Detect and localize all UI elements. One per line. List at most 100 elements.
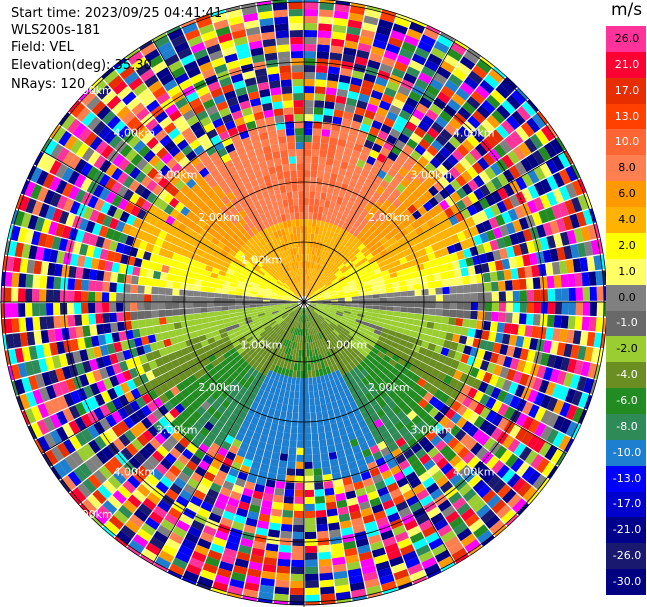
ppi-range-gate xyxy=(575,287,583,301)
ppi-range-gate xyxy=(496,504,512,519)
ppi-range-gate xyxy=(543,367,554,381)
ppi-range-gate xyxy=(235,298,243,302)
ppi-range-gate xyxy=(511,312,520,324)
ppi-range-gate xyxy=(406,66,421,78)
ppi-range-gate xyxy=(279,360,285,368)
ppi-range-gate xyxy=(452,68,467,82)
ppi-range-gate xyxy=(349,581,365,592)
ppi-range-gate xyxy=(437,354,447,364)
ppi-range-gate xyxy=(323,359,329,368)
ppi-range-gate xyxy=(323,307,331,311)
ppi-range-gate xyxy=(356,214,365,224)
ppi-range-gate xyxy=(18,273,27,288)
ppi-range-gate xyxy=(419,494,434,507)
ppi-range-gate xyxy=(479,79,495,94)
ppi-range-gate xyxy=(257,520,270,530)
ppi-range-gate xyxy=(378,284,386,290)
ppi-range-gate xyxy=(324,424,332,433)
ppi-range-gate xyxy=(415,448,427,460)
ppi-range-gate xyxy=(386,287,394,293)
ppi-range-gate xyxy=(565,182,578,199)
ppi-range-gate xyxy=(347,90,359,100)
ppi-range-gate xyxy=(316,298,324,301)
ppi-range-gate xyxy=(455,199,467,211)
ppi-range-gate xyxy=(146,269,155,279)
ppi-range-gate xyxy=(394,91,408,103)
ppi-range-gate xyxy=(304,489,315,497)
ppi-range-gate xyxy=(359,86,372,97)
ppi-range-gate xyxy=(323,244,329,252)
ppi-range-gate xyxy=(437,524,453,537)
ppi-range-gate xyxy=(462,488,477,502)
ppi-range-gate xyxy=(367,461,378,471)
ppi-range-gate xyxy=(284,368,290,377)
ppi-range-gate xyxy=(353,348,361,356)
ppi-range-gate xyxy=(144,277,153,286)
ppi-range-gate xyxy=(304,176,310,185)
ppi-range-gate xyxy=(337,263,345,270)
ppi-range-gate xyxy=(533,289,541,301)
ppi-range-gate xyxy=(368,197,377,207)
ppi-range-gate xyxy=(283,425,291,434)
ppi-range-gate xyxy=(308,305,315,311)
ppi-range-gate xyxy=(158,317,167,325)
ppi-range-gate xyxy=(345,274,353,280)
ppi-range-gate xyxy=(376,232,385,241)
ppi-range-gate xyxy=(449,516,464,530)
ppi-range-gate xyxy=(335,271,343,278)
ppi-range-gate xyxy=(335,354,342,362)
ppi-range-gate xyxy=(314,248,318,256)
ppi-range-gate xyxy=(340,434,350,443)
ppi-range-gate xyxy=(334,259,341,267)
ppi-range-gate xyxy=(418,550,434,563)
ppi-range-gate xyxy=(535,251,545,264)
ppi-range-gate xyxy=(527,389,539,404)
ppi-range-gate xyxy=(439,188,450,200)
ppi-range-gate xyxy=(544,445,558,461)
ppi-range-gate xyxy=(520,202,532,217)
ppi-range-gate xyxy=(338,74,351,84)
ppi-range-gate xyxy=(426,274,435,282)
ppi-range-gate xyxy=(314,348,319,356)
ppi-range-gate xyxy=(305,552,318,560)
ppi-range-gate xyxy=(389,178,400,189)
ppi-range-gate xyxy=(214,574,230,585)
ppi-range-gate xyxy=(38,289,47,302)
ppi-range-gate xyxy=(371,332,380,340)
ppi-range-gate xyxy=(320,258,326,266)
ppi-range-gate xyxy=(298,405,304,414)
ppi-range-gate xyxy=(460,208,472,220)
ppi-range-gate xyxy=(456,361,467,373)
ppi-range-gate xyxy=(343,483,355,493)
ppi-range-gate xyxy=(515,398,527,412)
ppi-range-gate xyxy=(397,390,408,400)
ppi-range-gate xyxy=(485,423,497,437)
ppi-range-gate xyxy=(486,94,501,109)
ppi-range-gate xyxy=(556,217,567,233)
ppi-range-gate xyxy=(336,499,348,509)
ppi-range-gate xyxy=(448,166,461,179)
ppi-range-gate xyxy=(88,280,97,292)
ppi-range-gate xyxy=(522,254,531,267)
ppi-range-gate xyxy=(421,556,437,570)
ppi-range-gate xyxy=(313,310,320,316)
ppi-range-gate xyxy=(207,549,223,561)
ppi-range-gate xyxy=(129,293,138,302)
ppi-range-gate xyxy=(270,515,282,524)
ppi-range-gate xyxy=(501,468,516,484)
ppi-range-gate xyxy=(384,594,401,605)
ppi-range-gate xyxy=(405,318,414,325)
ppi-range-gate xyxy=(110,322,119,333)
ppi-range-gate xyxy=(477,302,486,311)
ppi-range-gate xyxy=(281,516,293,525)
ppi-range-gate xyxy=(391,98,405,110)
ppi-range-gate xyxy=(407,336,417,344)
ppi-range-gate xyxy=(279,537,292,546)
ppi-range-gate xyxy=(479,184,491,197)
ppi-range-gate xyxy=(551,155,565,172)
ppi-range-gate xyxy=(165,280,174,289)
ppi-range-gate xyxy=(342,258,350,265)
ppi-range-gate xyxy=(364,203,373,212)
ppi-range-gate xyxy=(402,405,413,416)
ppi-range-gate xyxy=(463,302,471,310)
